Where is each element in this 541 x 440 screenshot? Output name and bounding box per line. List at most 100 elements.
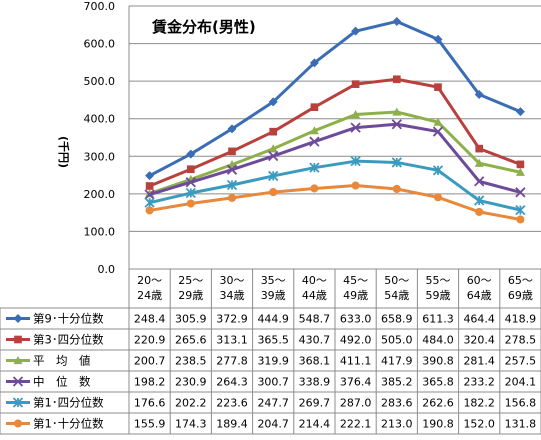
series-marker [351,110,361,119]
table-value: 372.9 [216,313,248,326]
series-marker [268,97,278,107]
table-value: 262.6 [422,397,454,410]
table-value: 313.1 [216,334,248,347]
series-marker [13,356,23,365]
table-value: 257.5 [505,355,537,368]
table-value: 319.9 [257,355,289,368]
series-marker [351,181,360,190]
data-table: 20〜 24歳 25〜 29歳 30〜 34歳 35〜 39歳 40〜 44歳 45〜 49歳 50〜 5… [0,269,541,435]
legend-series-name: 第1･四分位数 [33,396,104,410]
table-value: 376.4 [340,376,372,389]
table-value: 213.0 [381,418,413,431]
series-marker [391,119,402,130]
series-marker [13,419,23,428]
table-value: 411.1 [340,355,372,368]
series-6 [145,181,525,224]
series-marker [310,103,319,112]
series-line [149,159,521,212]
table-value: 222.1 [340,418,372,431]
table-value: 548.7 [299,313,331,326]
y-tick-label: 300.0 [84,150,116,163]
series-5 [144,156,526,216]
table-value: 444.9 [257,313,289,326]
table-value: 278.5 [505,334,537,347]
series-marker [227,124,237,134]
series-marker [309,136,320,147]
x-category-label: 55〜 [426,274,451,287]
series-lines [144,16,526,224]
table-value: 214.4 [299,418,331,431]
series-marker [268,150,279,162]
series-line [149,77,521,188]
x-category-label: 40〜 [302,274,327,287]
series-marker [433,193,443,202]
axes: 0.0 100.0 200.0 300.0 400.0 500.0 600.0 700.0 [84,0,541,276]
series-1 [145,16,525,181]
y-tick-label: 600.0 [84,38,116,51]
y-tick-label: 400.0 [84,113,116,126]
table-value: 484.0 [422,334,454,347]
x-category-label: 35〜 [261,274,286,287]
series-marker [515,107,525,117]
x-category-label: 30〜 [220,274,245,287]
series-marker [186,165,195,174]
series-marker [12,376,24,387]
legend-series-name: 平 均 値 [33,354,91,368]
table-value: 189.4 [216,418,248,431]
table-value: 156.8 [505,397,537,410]
x-category-label: 24歳 [137,289,162,302]
table-value: 277.8 [216,355,248,368]
series-marker [228,147,236,156]
x-category-label: 69歳 [508,289,533,302]
series-marker [391,157,402,168]
series-line [149,110,521,196]
table-value: 658.9 [381,313,413,326]
x-category-label: 34歳 [220,289,245,302]
table-value: 233.2 [463,376,495,389]
series-marker [14,335,22,344]
series-marker [392,75,401,84]
table-value: 365.5 [257,334,289,347]
series-marker [351,80,360,88]
series-marker [434,83,442,91]
table-value: 176.6 [134,397,166,410]
table-value: 320.4 [463,334,495,347]
series-line [149,122,521,196]
series-marker [515,204,526,216]
x-category-label: 29歳 [178,289,203,302]
series-marker [516,160,525,169]
series-marker [474,176,485,187]
series-line [149,184,521,221]
x-category-label: 25〜 [178,274,203,287]
table-value: 430.7 [299,334,331,347]
table-value: 155.9 [134,418,166,431]
table-value: 283.6 [381,397,413,410]
series-marker [145,206,154,215]
series-marker [227,193,237,202]
table-value: 505.0 [381,334,413,347]
series-marker [226,179,238,191]
table-value: 174.3 [175,418,207,431]
series-marker [474,158,484,167]
series-marker [269,127,278,136]
legend-series-name: 第3･四分位数 [33,333,104,347]
table-value: 265.6 [175,334,207,347]
series-marker [12,397,24,408]
table-value: 417.9 [381,355,413,368]
series-marker [186,149,196,159]
table-value: 182.2 [463,397,495,410]
series-marker [515,167,525,176]
series-marker [475,144,484,153]
series-marker [309,126,319,135]
series-marker [309,162,320,173]
series-marker [144,189,155,200]
table-value: 131.8 [505,418,537,431]
table-value: 305.9 [175,313,207,326]
series-marker [433,117,443,126]
table-value: 269.7 [299,397,331,410]
series-marker [475,207,484,216]
table-value: 365.8 [422,376,454,389]
chart-title: 賃金分布(男性) [151,18,256,36]
table-value: 152.0 [463,418,495,431]
